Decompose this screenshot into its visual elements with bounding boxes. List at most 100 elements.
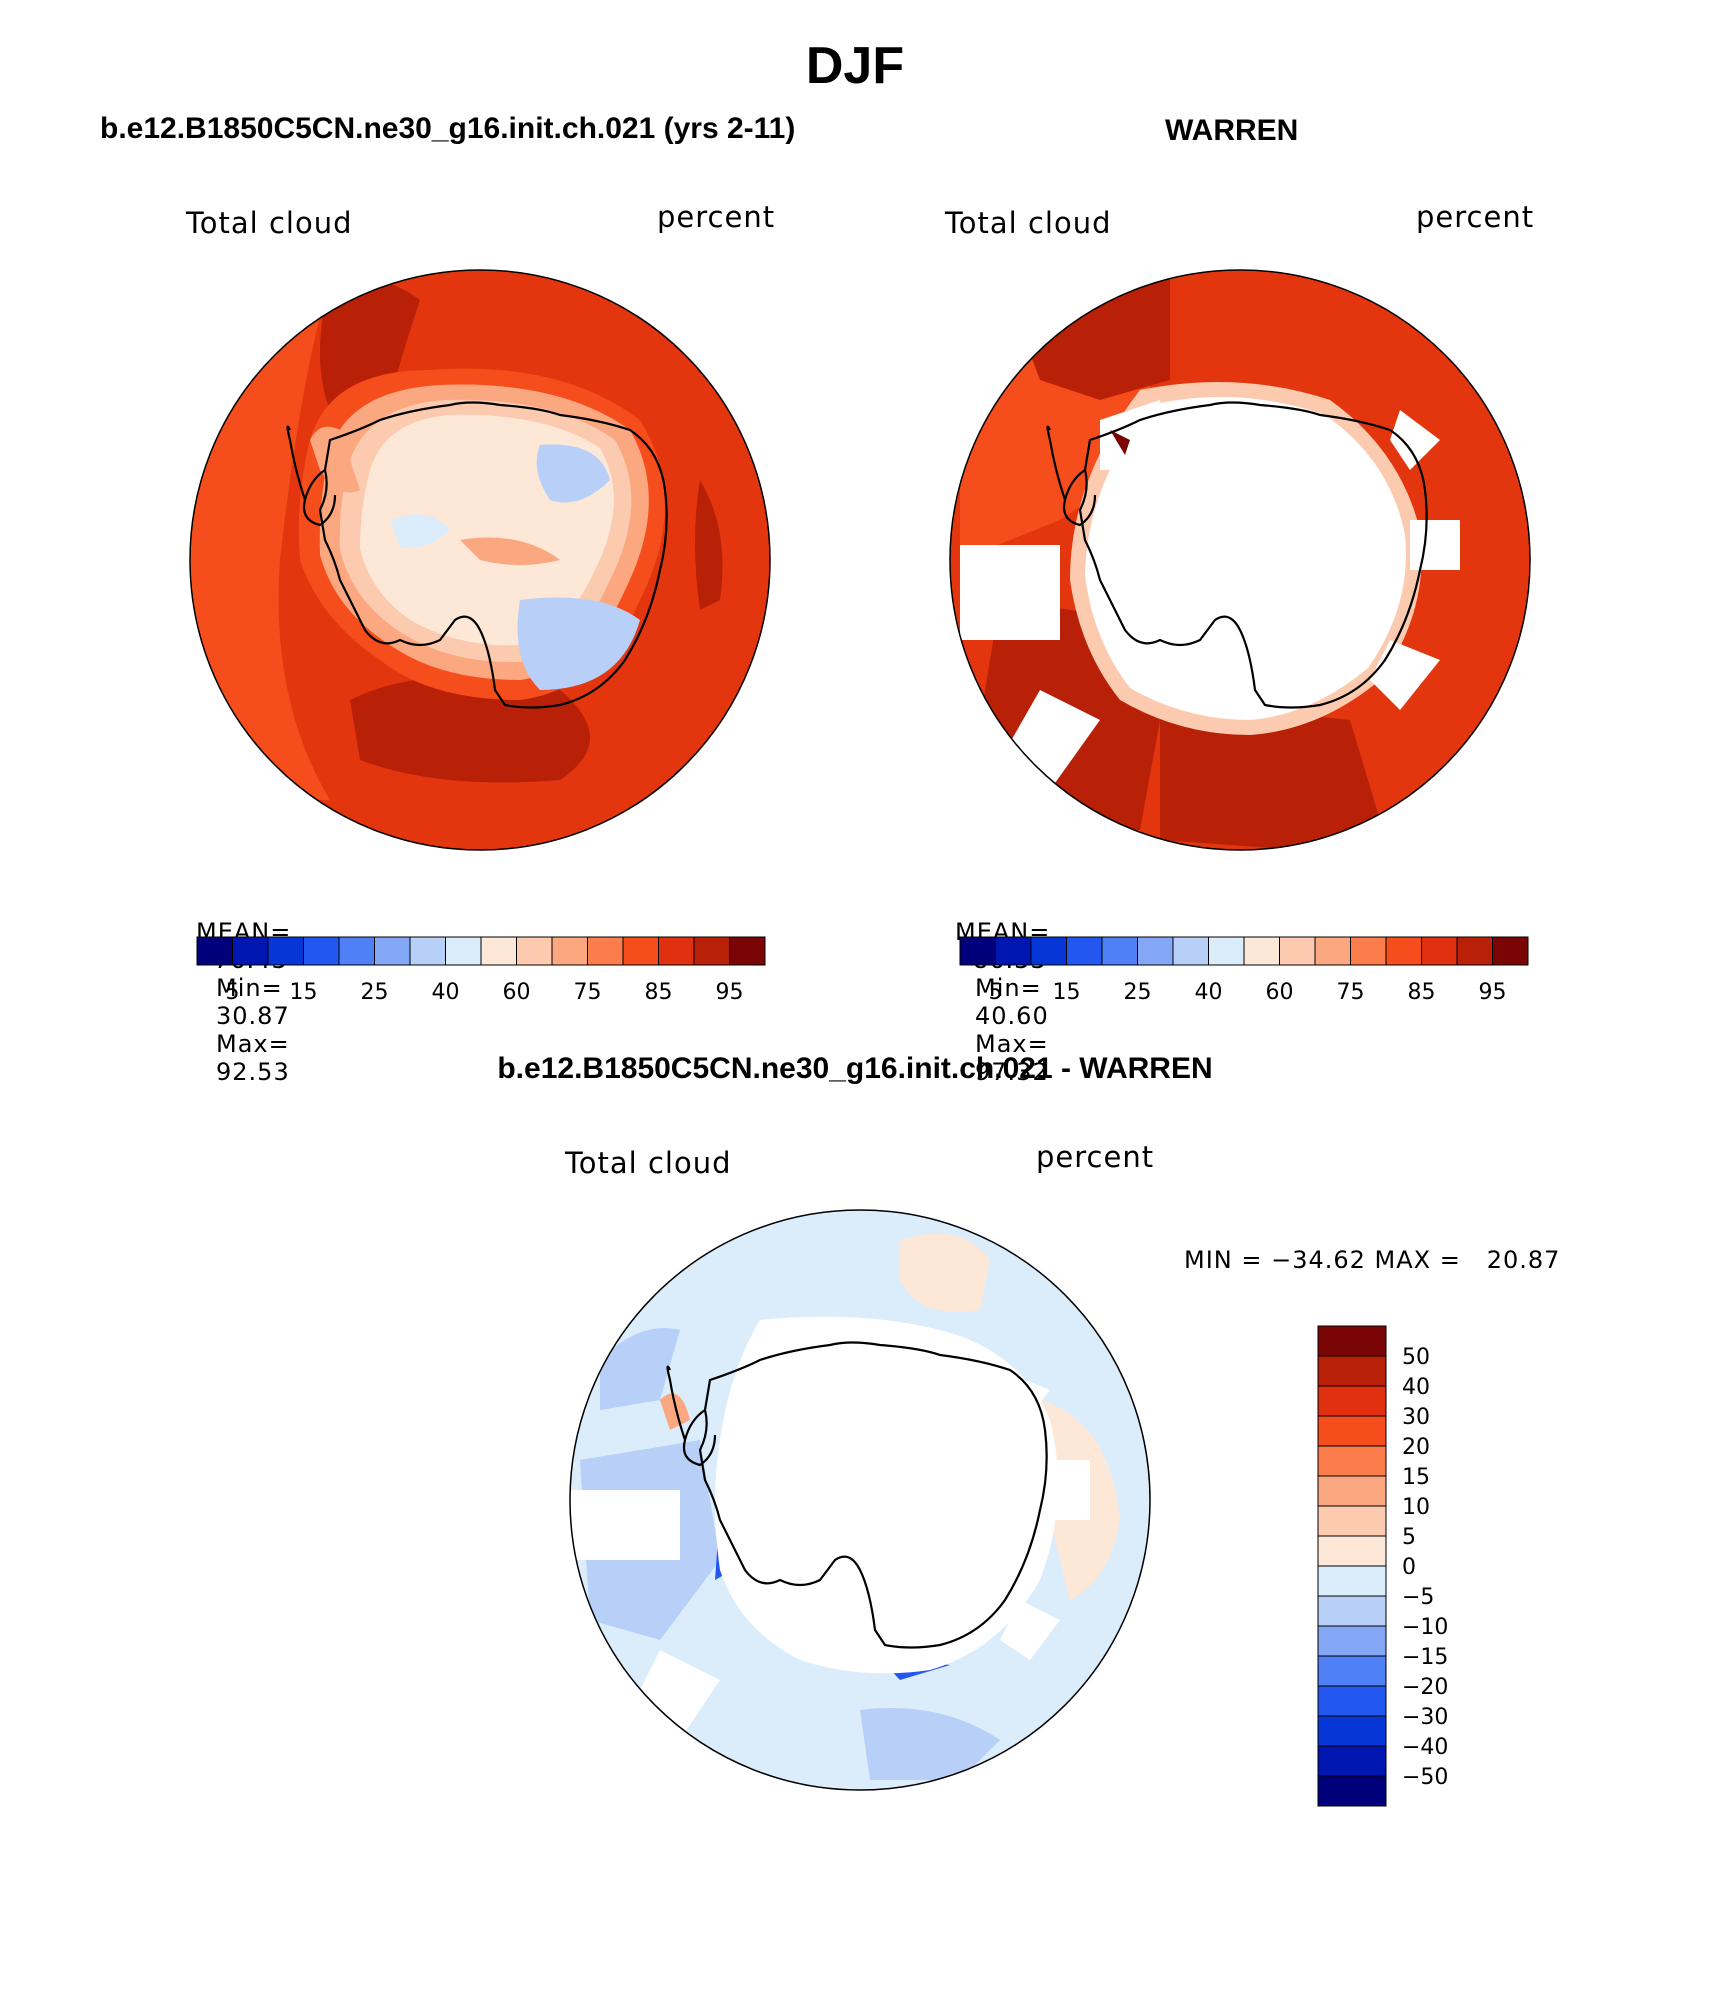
max-value: 97.32 (975, 1058, 1049, 1086)
panel-1-units-label: percent (657, 200, 776, 234)
map-3-border (569, 1209, 1151, 1791)
antarctic-peninsula-1 (286, 425, 337, 527)
colorbar-tick-label: 50 (1402, 1345, 1430, 1370)
colorbar-tick-label: −15 (1402, 1645, 1448, 1670)
colorbar-swatch (1492, 936, 1529, 966)
colorbar-swatch (1350, 936, 1387, 966)
panel-1-variable-label: Total cloud (186, 206, 353, 240)
colorbar-swatch (1208, 936, 1245, 966)
colorbar-tick-label: −10 (1402, 1615, 1448, 1640)
colorbar-swatch (1317, 1445, 1387, 1477)
colorbar-tick-label: −50 (1402, 1765, 1448, 1790)
antarctic-peninsula-3 (666, 1365, 717, 1467)
panel-2-units-label: percent (1416, 200, 1535, 234)
colorbar-swatch (409, 936, 446, 966)
colorbar-swatch (1317, 1775, 1387, 1807)
antarctica-coastline-1 (318, 401, 668, 709)
colorbar-panel-1: 5 15 25 40 60 75 85 95 (196, 936, 766, 1005)
colorbar-swatch (1317, 1685, 1387, 1717)
colorbar-swatch (1317, 1625, 1387, 1657)
map-panel-2 (950, 270, 1530, 850)
colorbar-swatch (693, 936, 730, 966)
max-label: Max= (975, 1030, 1049, 1058)
colorbar-swatch (1385, 936, 1422, 966)
colorbar-swatch (1317, 1535, 1387, 1567)
colorbar-tick-label: −30 (1402, 1705, 1448, 1730)
colorbar-swatch (587, 936, 624, 966)
colorbar-tick-label: −40 (1402, 1735, 1448, 1760)
colorbar-tick-label: 15 (1402, 1465, 1430, 1490)
map-1-border (189, 269, 771, 851)
colorbar-swatch (1317, 1595, 1387, 1627)
page-title: DJF (805, 37, 905, 95)
colorbar-tick-label: −20 (1402, 1675, 1448, 1700)
colorbar-swatch (1172, 936, 1209, 966)
colorbar-tick-label: 15 (1053, 980, 1081, 1005)
colorbar-swatch (232, 936, 269, 966)
colorbar-tick-label: 60 (503, 980, 531, 1005)
panel-2-variable-label: Total cloud (945, 206, 1112, 240)
map-panel-1 (190, 270, 770, 850)
colorbar-tick-label: 5 (989, 980, 1003, 1005)
colorbar-tick-label: 25 (361, 980, 389, 1005)
colorbar-swatch (1317, 1475, 1387, 1507)
colorbar-tick-label: 75 (574, 980, 602, 1005)
colorbar-swatch (516, 936, 553, 966)
colorbar-tick-label: 60 (1266, 980, 1294, 1005)
colorbar-swatch (959, 936, 996, 966)
antarctica-coastline-2 (1078, 401, 1428, 709)
colorbar-swatch (303, 936, 340, 966)
panel-3-units-label: percent (1036, 1140, 1155, 1174)
colorbar-swatch (1317, 1355, 1387, 1387)
colorbar-tick-label: 5 (226, 980, 240, 1005)
colorbar-tick-label: 30 (1402, 1405, 1430, 1430)
colorbar-tick-label: 95 (1479, 980, 1507, 1005)
antarctica-coastline-3 (698, 1341, 1048, 1649)
min-value: 30.87 (216, 1002, 290, 1030)
colorbar-swatch (622, 936, 659, 966)
colorbar-swatch (1317, 1325, 1387, 1357)
panel-3-minmax: MIN = −34.62 MAX = 20.87 (1184, 1246, 1561, 1274)
colorbar-swatch (338, 936, 375, 966)
min-label: Min= (216, 974, 283, 1002)
colorbar-swatch (1317, 1565, 1387, 1597)
colorbar-tick-label: 85 (1408, 980, 1436, 1005)
min-value: 40.60 (975, 1002, 1049, 1030)
min-label: Min= (975, 974, 1042, 1002)
colorbar-tick-label: 20 (1402, 1435, 1430, 1460)
map-2-border (949, 269, 1531, 851)
colorbar-swatch (1317, 1385, 1387, 1417)
colorbar-swatch (267, 936, 304, 966)
colorbar-swatch (1243, 936, 1280, 966)
panel-3-title: b.e12.B1850C5CN.ne30_g16.init.ch.021 - W… (497, 1052, 1213, 1085)
colorbar-tick-label: 95 (716, 980, 744, 1005)
panel-3-variable-label: Total cloud (565, 1146, 732, 1180)
colorbar-swatch (1456, 936, 1493, 966)
colorbar-swatch (1317, 1745, 1387, 1777)
colorbar-tick-label: 75 (1337, 980, 1365, 1005)
colorbar-swatch (551, 936, 588, 966)
colorbar-swatch (658, 936, 695, 966)
colorbar-swatch (995, 936, 1032, 966)
colorbar-tick-label: 5 (1402, 1525, 1416, 1550)
colorbar-tick-label: 40 (432, 980, 460, 1005)
colorbar-swatch (1137, 936, 1174, 966)
colorbar-tick-label: 85 (645, 980, 673, 1005)
panel-1-title: b.e12.B1850C5CN.ne30_g16.init.ch.021 (yr… (100, 112, 796, 145)
colorbar-swatch (1314, 936, 1351, 966)
colorbar-swatch (374, 936, 411, 966)
colorbar-tick-label: 15 (290, 980, 318, 1005)
panel-2-title: WARREN (1165, 114, 1299, 147)
colorbar-swatch (1279, 936, 1316, 966)
panel-2-stats: MEAN= 86.33 Min= 40.60 Max= 97.32 (955, 890, 1050, 1086)
colorbar-tick-label: 25 (1124, 980, 1152, 1005)
colorbar-tick-label: 40 (1195, 980, 1223, 1005)
colorbar-swatch (1101, 936, 1138, 966)
colorbar-swatch (1066, 936, 1103, 966)
max-value: 92.53 (216, 1058, 290, 1086)
colorbar-swatch (1317, 1415, 1387, 1447)
max-label: Max= (216, 1030, 290, 1058)
colorbar-tick-label: −5 (1402, 1585, 1434, 1610)
